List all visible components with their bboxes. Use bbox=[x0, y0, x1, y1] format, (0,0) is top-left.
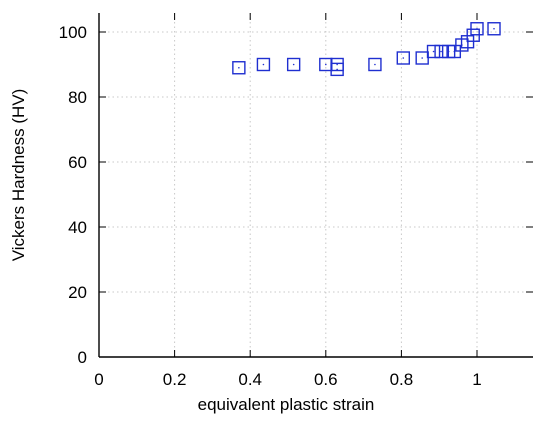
data-point-center bbox=[453, 50, 456, 53]
data-point-center bbox=[292, 63, 295, 66]
data-point-square bbox=[434, 44, 448, 59]
data-point-center bbox=[325, 63, 327, 66]
y-tick-label: 20 bbox=[68, 283, 87, 302]
data-point bbox=[286, 57, 301, 72]
y-tick-label: 60 bbox=[68, 153, 87, 172]
data-point bbox=[487, 22, 501, 36]
y-tick-label: 0 bbox=[78, 348, 87, 367]
data-point-square bbox=[470, 22, 484, 36]
data-point-center bbox=[421, 57, 423, 59]
data-points bbox=[232, 22, 501, 77]
data-point-square bbox=[256, 57, 271, 72]
x-tick-label: 0.6 bbox=[314, 370, 338, 389]
data-point-center bbox=[374, 63, 376, 66]
data-point-center bbox=[440, 50, 442, 53]
grid bbox=[99, 13, 533, 357]
data-point-square bbox=[232, 61, 246, 75]
data-point-center bbox=[238, 66, 240, 69]
data-point bbox=[256, 57, 271, 72]
data-point bbox=[470, 22, 484, 36]
data-point-center bbox=[432, 50, 435, 53]
data-point bbox=[415, 51, 429, 65]
data-point-square bbox=[286, 57, 301, 72]
data-point-square bbox=[368, 57, 382, 72]
y-axis-title: Vickers Hardness (HV) bbox=[9, 89, 28, 262]
data-point-square bbox=[330, 62, 344, 77]
data-point bbox=[330, 62, 344, 77]
data-point bbox=[434, 44, 448, 59]
x-axis-title: equivalent plastic strain bbox=[198, 395, 375, 414]
data-point bbox=[426, 44, 441, 59]
data-point-center bbox=[336, 63, 338, 66]
data-point-center bbox=[402, 57, 405, 59]
data-point-center bbox=[262, 63, 265, 66]
axes bbox=[98, 13, 533, 358]
data-point-square bbox=[426, 44, 441, 59]
data-point bbox=[319, 57, 333, 72]
data-point bbox=[368, 57, 382, 72]
x-tick-label: 0.2 bbox=[163, 370, 187, 389]
data-point bbox=[232, 61, 246, 75]
y-tick-label: 100 bbox=[59, 23, 87, 42]
data-point-center bbox=[336, 68, 338, 71]
data-point-center bbox=[493, 27, 495, 30]
data-point-square bbox=[487, 22, 501, 36]
y-tick-label: 40 bbox=[68, 218, 87, 237]
y-tick-label: 80 bbox=[68, 88, 87, 107]
x-tick-label: 0.4 bbox=[238, 370, 262, 389]
ticks bbox=[98, 13, 533, 358]
data-point-center bbox=[476, 27, 478, 30]
x-tick-label: 0 bbox=[94, 370, 103, 389]
data-point-square bbox=[396, 51, 410, 65]
data-point bbox=[396, 51, 410, 65]
x-tick-label: 1 bbox=[472, 370, 481, 389]
x-tick-label: 0.8 bbox=[390, 370, 414, 389]
tick-labels: 0 0.2 0.4 0.6 0.8 1 0 20 40 60 80 100 bbox=[59, 23, 482, 389]
